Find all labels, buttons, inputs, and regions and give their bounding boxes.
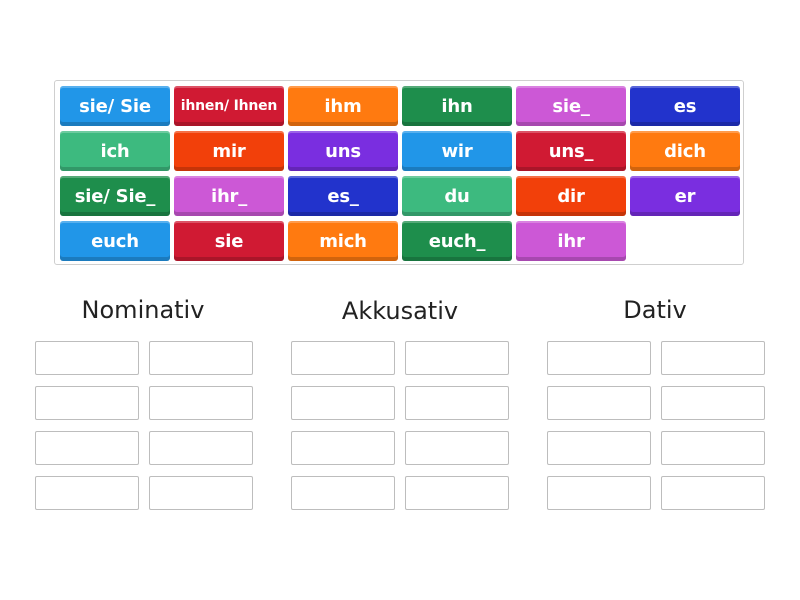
tile-dich[interactable]: dich <box>630 131 740 171</box>
drop-slot[interactable] <box>661 386 765 420</box>
drop-slot[interactable] <box>149 431 253 465</box>
drop-slot[interactable] <box>405 431 509 465</box>
drop-slot[interactable] <box>661 431 765 465</box>
drop-slot[interactable] <box>547 386 651 420</box>
drop-slot[interactable] <box>291 431 395 465</box>
drop-slot[interactable] <box>35 431 139 465</box>
drop-slot[interactable] <box>547 476 651 510</box>
tile-mich[interactable]: mich <box>288 221 398 261</box>
tile-sie-Sie[interactable]: sie/ Sie <box>60 86 170 126</box>
drop-slot[interactable] <box>149 386 253 420</box>
tile-euch_[interactable]: euch_ <box>402 221 512 261</box>
tile-ihm[interactable]: ihm <box>288 86 398 126</box>
tile-uns[interactable]: uns <box>288 131 398 171</box>
tile-euch[interactable]: euch <box>60 221 170 261</box>
drop-slot[interactable] <box>149 476 253 510</box>
tile-du[interactable]: du <box>402 176 512 216</box>
tile-es_[interactable]: es_ <box>288 176 398 216</box>
tile-er[interactable]: er <box>630 176 740 216</box>
tile-ihr[interactable]: ihr <box>516 221 626 261</box>
drop-slot[interactable] <box>291 341 395 375</box>
tile-ihr_[interactable]: ihr_ <box>174 176 284 216</box>
tile-dir[interactable]: dir <box>516 176 626 216</box>
tile-sie-Sie_[interactable]: sie/ Sie_ <box>60 176 170 216</box>
word-bank: sie/ Sie ihnen/ Ihnen ihm ihn sie_ es ic… <box>54 80 744 265</box>
tile-mir[interactable]: mir <box>174 131 284 171</box>
tile-ihnen-Ihnen[interactable]: ihnen/ Ihnen <box>174 86 284 126</box>
drop-slot[interactable] <box>291 476 395 510</box>
drop-slot[interactable] <box>405 341 509 375</box>
drop-slot[interactable] <box>547 431 651 465</box>
drop-slot[interactable] <box>35 386 139 420</box>
drop-slot[interactable] <box>35 341 139 375</box>
drop-slot[interactable] <box>35 476 139 510</box>
drop-slot[interactable] <box>405 386 509 420</box>
drop-slot[interactable] <box>547 341 651 375</box>
group-title-akkusativ: Akkusativ <box>341 297 459 325</box>
tile-es[interactable]: es <box>630 86 740 126</box>
tile-uns_[interactable]: uns_ <box>516 131 626 171</box>
tile-ihn[interactable]: ihn <box>402 86 512 126</box>
group-title-dativ: Dativ <box>623 296 687 324</box>
drop-slot[interactable] <box>661 341 765 375</box>
tile-sie[interactable]: sie <box>174 221 284 261</box>
drop-slot[interactable] <box>405 476 509 510</box>
drop-slot[interactable] <box>149 341 253 375</box>
group-title-nominativ: Nominativ <box>81 296 205 324</box>
drop-slot[interactable] <box>291 386 395 420</box>
drop-slot[interactable] <box>661 476 765 510</box>
tile-ich[interactable]: ich <box>60 131 170 171</box>
tile-sie_[interactable]: sie_ <box>516 86 626 126</box>
tile-wir[interactable]: wir <box>402 131 512 171</box>
